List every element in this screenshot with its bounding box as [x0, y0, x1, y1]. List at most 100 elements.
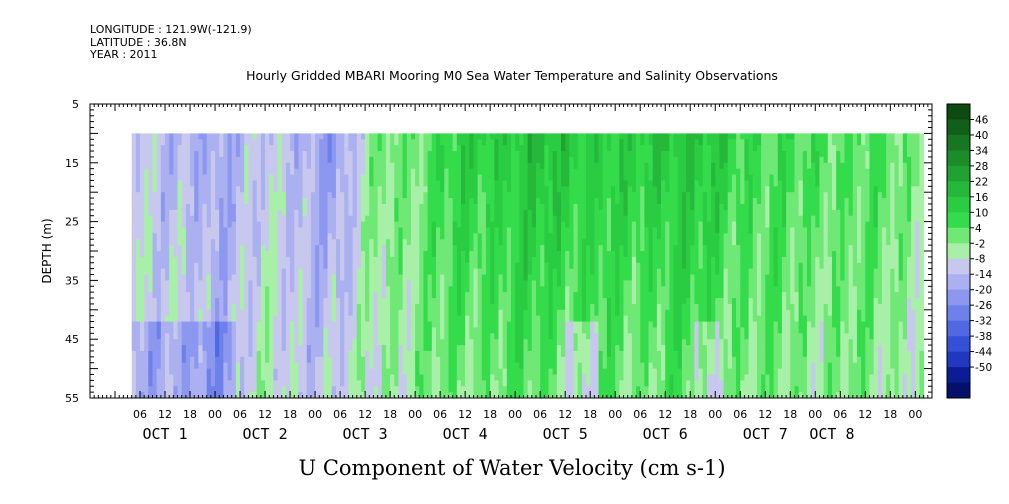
heatmap-cell	[185, 203, 191, 211]
heatmap-cell	[227, 227, 233, 234]
heatmap-cell	[331, 139, 337, 146]
heatmap-cell	[256, 133, 262, 140]
heatmap-cell	[410, 309, 416, 317]
heatmap-cell	[194, 298, 199, 305]
heatmap-cell	[590, 221, 595, 228]
heatmap-cell	[419, 368, 424, 375]
heatmap-cell	[223, 362, 228, 369]
heatmap-cell	[581, 392, 587, 399]
heatmap-cell	[469, 386, 474, 393]
heatmap-cell	[448, 321, 454, 328]
heatmap-cell	[177, 180, 183, 187]
heatmap-cell	[485, 268, 491, 275]
heatmap-cell	[481, 274, 487, 281]
heatmap-cell	[506, 392, 512, 399]
heatmap-cell	[406, 309, 412, 317]
heatmap-cell	[456, 386, 462, 393]
heatmap-cell	[206, 145, 212, 152]
heatmap-cell	[569, 162, 574, 170]
heatmap-cell	[573, 268, 579, 275]
heatmap-cell	[231, 156, 237, 164]
heatmap-cell	[448, 239, 454, 246]
heatmap-cell	[294, 192, 299, 199]
heatmap-cell	[131, 151, 137, 158]
heatmap-cell	[556, 221, 562, 228]
heatmap-cell	[194, 209, 199, 217]
heatmap-cell	[402, 151, 408, 158]
heatmap-cell	[210, 374, 216, 381]
heatmap-cell	[540, 268, 545, 275]
heatmap-cell	[590, 198, 595, 205]
heatmap-cell	[498, 374, 504, 381]
heatmap-cell	[219, 174, 224, 181]
heatmap-cell	[427, 303, 433, 311]
heatmap-cell	[277, 309, 283, 317]
heatmap-cell	[352, 262, 358, 270]
heatmap-cell	[365, 298, 370, 305]
heatmap-cell	[310, 215, 316, 222]
heatmap-cell	[427, 280, 433, 287]
heatmap-cell	[427, 368, 433, 375]
heatmap-cell	[556, 327, 562, 334]
heatmap-cell	[527, 198, 533, 205]
heatmap-cell	[498, 262, 504, 270]
heatmap-cell	[248, 245, 253, 252]
heatmap-cell	[394, 168, 399, 175]
heatmap-cell	[548, 215, 554, 222]
heatmap-cell	[298, 392, 303, 399]
heatmap-cell	[169, 380, 174, 387]
heatmap-cell	[365, 133, 370, 140]
heatmap-cell	[210, 386, 216, 393]
heatmap-cell	[394, 303, 399, 311]
heatmap-cell	[144, 386, 149, 393]
heatmap-cell	[469, 180, 474, 187]
heatmap-cell	[502, 174, 508, 181]
heatmap-cell	[135, 156, 141, 164]
heatmap-cell	[473, 380, 479, 387]
heatmap-cell	[540, 327, 545, 334]
heatmap-cell	[298, 174, 303, 181]
heatmap-cell	[140, 350, 145, 358]
heatmap-cell	[331, 286, 337, 293]
heatmap-cell	[406, 339, 412, 346]
heatmap-cell	[381, 186, 387, 193]
heatmap-cell	[394, 339, 399, 346]
heatmap-cell	[423, 251, 429, 258]
heatmap-cell	[406, 374, 412, 381]
heatmap-cell	[415, 327, 420, 334]
heatmap-cell	[223, 356, 228, 364]
heatmap-cell	[381, 268, 387, 275]
heatmap-cell	[323, 180, 328, 187]
heatmap-cell	[335, 186, 341, 193]
heatmap-cell	[244, 309, 249, 317]
heatmap-cell	[194, 168, 199, 175]
heatmap-cell	[156, 339, 162, 346]
heatmap-cell	[556, 356, 562, 364]
heatmap-cell	[398, 233, 404, 240]
heatmap-cell	[444, 198, 449, 205]
heatmap-cell	[406, 356, 412, 364]
heatmap-cell	[356, 198, 362, 205]
heatmap-cell	[219, 321, 224, 328]
heatmap-cell	[302, 251, 308, 258]
heatmap-cell	[327, 221, 333, 228]
heatmap-cell	[498, 251, 504, 258]
heatmap-cell	[456, 327, 462, 334]
heatmap-cell	[385, 280, 391, 287]
heatmap-cell	[406, 362, 412, 369]
heatmap-cell	[515, 339, 520, 346]
heatmap-cell	[285, 262, 291, 270]
heatmap-cell	[148, 286, 153, 293]
heatmap-cell	[527, 362, 533, 369]
heatmap-cell	[569, 280, 574, 287]
heatmap-cell	[327, 356, 333, 364]
heatmap-cell	[540, 233, 545, 240]
heatmap-cell	[456, 221, 462, 228]
heatmap-cell	[160, 268, 166, 275]
heatmap-cell	[431, 262, 437, 270]
heatmap-cell	[540, 392, 545, 399]
heatmap-cell	[298, 198, 303, 205]
heatmap-cell	[148, 192, 153, 199]
heatmap-cell	[131, 203, 137, 211]
heatmap-cell	[202, 374, 208, 381]
